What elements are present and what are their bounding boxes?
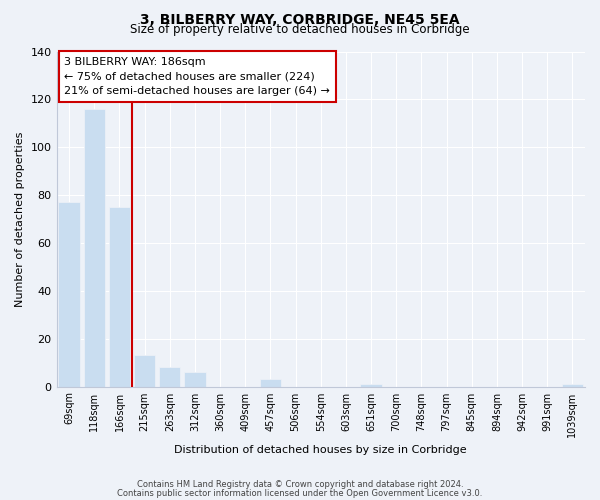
Bar bbox=[260, 380, 281, 386]
Text: 3, BILBERRY WAY, CORBRIDGE, NE45 5EA: 3, BILBERRY WAY, CORBRIDGE, NE45 5EA bbox=[140, 12, 460, 26]
Bar bbox=[109, 207, 130, 386]
Bar bbox=[134, 356, 155, 386]
X-axis label: Distribution of detached houses by size in Corbridge: Distribution of detached houses by size … bbox=[175, 445, 467, 455]
Bar bbox=[184, 372, 206, 386]
Y-axis label: Number of detached properties: Number of detached properties bbox=[15, 132, 25, 306]
Text: Contains public sector information licensed under the Open Government Licence v3: Contains public sector information licen… bbox=[118, 488, 482, 498]
Bar bbox=[58, 202, 80, 386]
Text: Contains HM Land Registry data © Crown copyright and database right 2024.: Contains HM Land Registry data © Crown c… bbox=[137, 480, 463, 489]
Text: Size of property relative to detached houses in Corbridge: Size of property relative to detached ho… bbox=[130, 22, 470, 36]
Text: 3 BILBERRY WAY: 186sqm
← 75% of detached houses are smaller (224)
21% of semi-de: 3 BILBERRY WAY: 186sqm ← 75% of detached… bbox=[64, 56, 331, 96]
Bar bbox=[361, 384, 382, 386]
Bar bbox=[83, 109, 105, 386]
Bar bbox=[562, 384, 583, 386]
Bar bbox=[159, 368, 181, 386]
